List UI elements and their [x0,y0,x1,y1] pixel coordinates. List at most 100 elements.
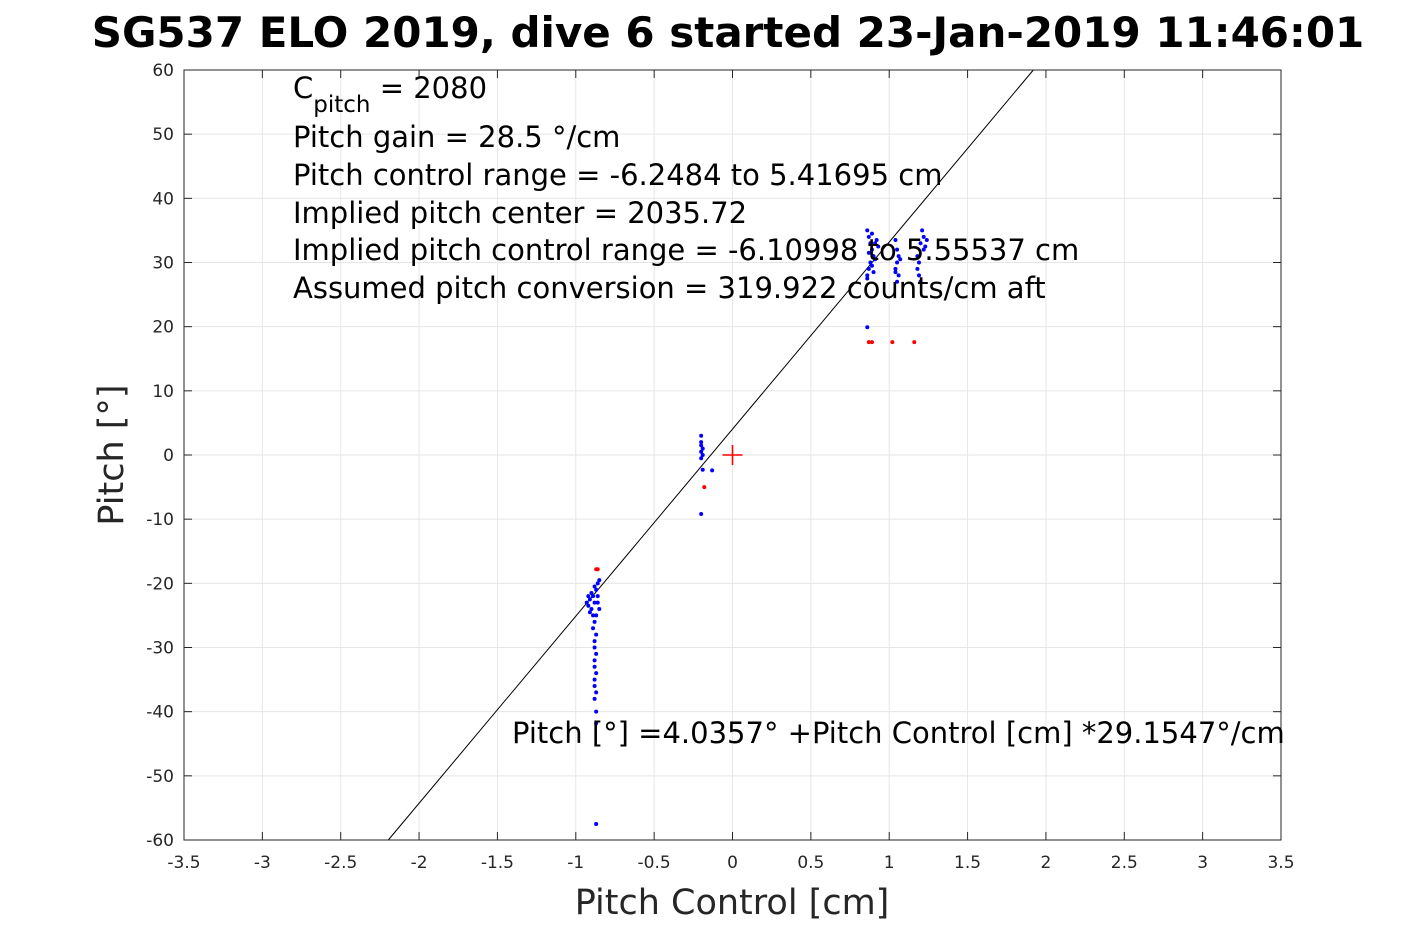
y-axis-label: Pitch [°] [92,384,132,525]
used-data-point [591,613,596,618]
used-data-point [895,279,900,284]
used-data-point [594,587,599,592]
x-tick-label: 3 [1197,853,1208,873]
x-tick-label: -3.5 [167,853,200,873]
used-data-point [921,247,926,252]
used-data-point [896,273,901,278]
used-data-point [921,234,926,239]
used-data-point [866,234,871,239]
x-tick-label: 1.5 [954,853,981,873]
used-data-point [893,266,898,271]
pitch-conversion-annotation: Assumed pitch conversion = 319.922 count… [293,271,1046,305]
y-tick-label: -30 [146,639,174,659]
excluded-data-point [595,567,600,572]
x-tick-label: 2.5 [1111,853,1138,873]
implied-pitch-center-annotation: Implied pitch center = 2035.72 [293,196,747,230]
cpitch-value: = 2080 [370,71,487,105]
used-data-point [589,607,594,611]
used-data-point [896,254,901,259]
used-data-point [587,610,592,615]
x-tick-label: -0.5 [638,853,671,873]
excluded-data-point [702,485,707,490]
used-data-point [587,597,592,602]
used-data-point [592,696,597,701]
used-data-point [893,270,898,275]
excluded-data-point [869,340,874,345]
used-data-point [700,453,705,457]
used-data-point [699,433,704,438]
used-data-point [874,238,879,243]
pitch-gain-annotation: Pitch gain = 28.5 °/cm [293,120,620,154]
y-tick-label: -40 [146,703,174,723]
used-data-point [920,228,925,233]
used-data-point [918,279,923,284]
used-data-point [710,468,715,473]
used-data-point [895,247,900,252]
used-data-point [700,446,705,451]
used-data-point [592,664,597,669]
used-data-point [898,257,903,262]
used-data-point [584,600,589,605]
used-data-point [594,671,599,676]
used-data-point [586,603,591,608]
used-data-point [699,456,704,461]
y-tick-label: -10 [146,510,174,530]
used-data-point [869,263,874,268]
excluded-data-point [912,340,917,345]
x-tick-label: 0 [727,853,738,873]
x-axis-label: Pitch Control [cm] [575,883,890,923]
y-tick-label: -60 [146,831,174,851]
y-tick-label: 0 [163,446,174,466]
used-data-point [918,241,923,246]
used-data-point [916,260,921,265]
used-data-point [871,254,876,259]
x-tick-label: -2 [411,853,428,873]
used-data-point [592,584,597,589]
used-data-point [586,594,591,599]
used-data-point [700,467,705,472]
used-data-point [866,266,871,271]
used-data-point [594,613,599,618]
used-data-point [592,600,597,605]
used-data-point [592,639,597,644]
used-data-point [594,821,599,826]
data-points [584,228,929,826]
used-data-point [916,273,921,278]
used-data-point [895,260,900,265]
used-data-point [868,260,873,265]
used-data-point [597,607,602,611]
used-data-point [699,449,704,454]
used-data-point [699,512,704,517]
excluded-data-point [890,340,895,345]
used-data-point [595,600,600,605]
used-data-point [873,257,878,262]
grid-lines [183,69,1282,841]
used-data-point [699,443,704,448]
used-data-point [592,684,597,688]
y-tick-label: 30 [152,254,174,274]
used-data-point [865,276,870,281]
x-tick-label: 1 [884,853,895,873]
y-tick-label: 40 [152,189,174,209]
used-data-point [868,241,873,246]
used-data-point [915,254,920,259]
y-tick-label: 10 [152,382,174,402]
used-data-point [869,247,874,252]
used-data-point [924,238,929,243]
used-data-point [865,273,870,278]
used-data-point [592,677,597,682]
excluded-data-point [866,340,871,345]
x-tick-label: 3.5 [1267,853,1294,873]
used-data-point [594,721,599,726]
used-data-point [876,244,881,249]
used-data-point [865,228,870,233]
y-tick-label: -20 [146,574,174,594]
used-data-point [871,270,876,275]
used-data-point [865,325,870,330]
center-marker-group [722,445,743,465]
axis-ticks: -3.5 -3 -2.5 -2 -1.5 -1 -0.5 0 0.5 1 1.5 2 2.5 3 3.5 -6… [146,61,1294,873]
used-data-point [592,645,597,650]
used-data-point [594,690,599,695]
implied-pitch-range-annotation: Implied pitch control range = -6.10998 t… [293,233,1079,267]
fit-equation-annotation: Pitch [°] =4.0357° +Pitch Control [cm] *… [512,716,1285,750]
